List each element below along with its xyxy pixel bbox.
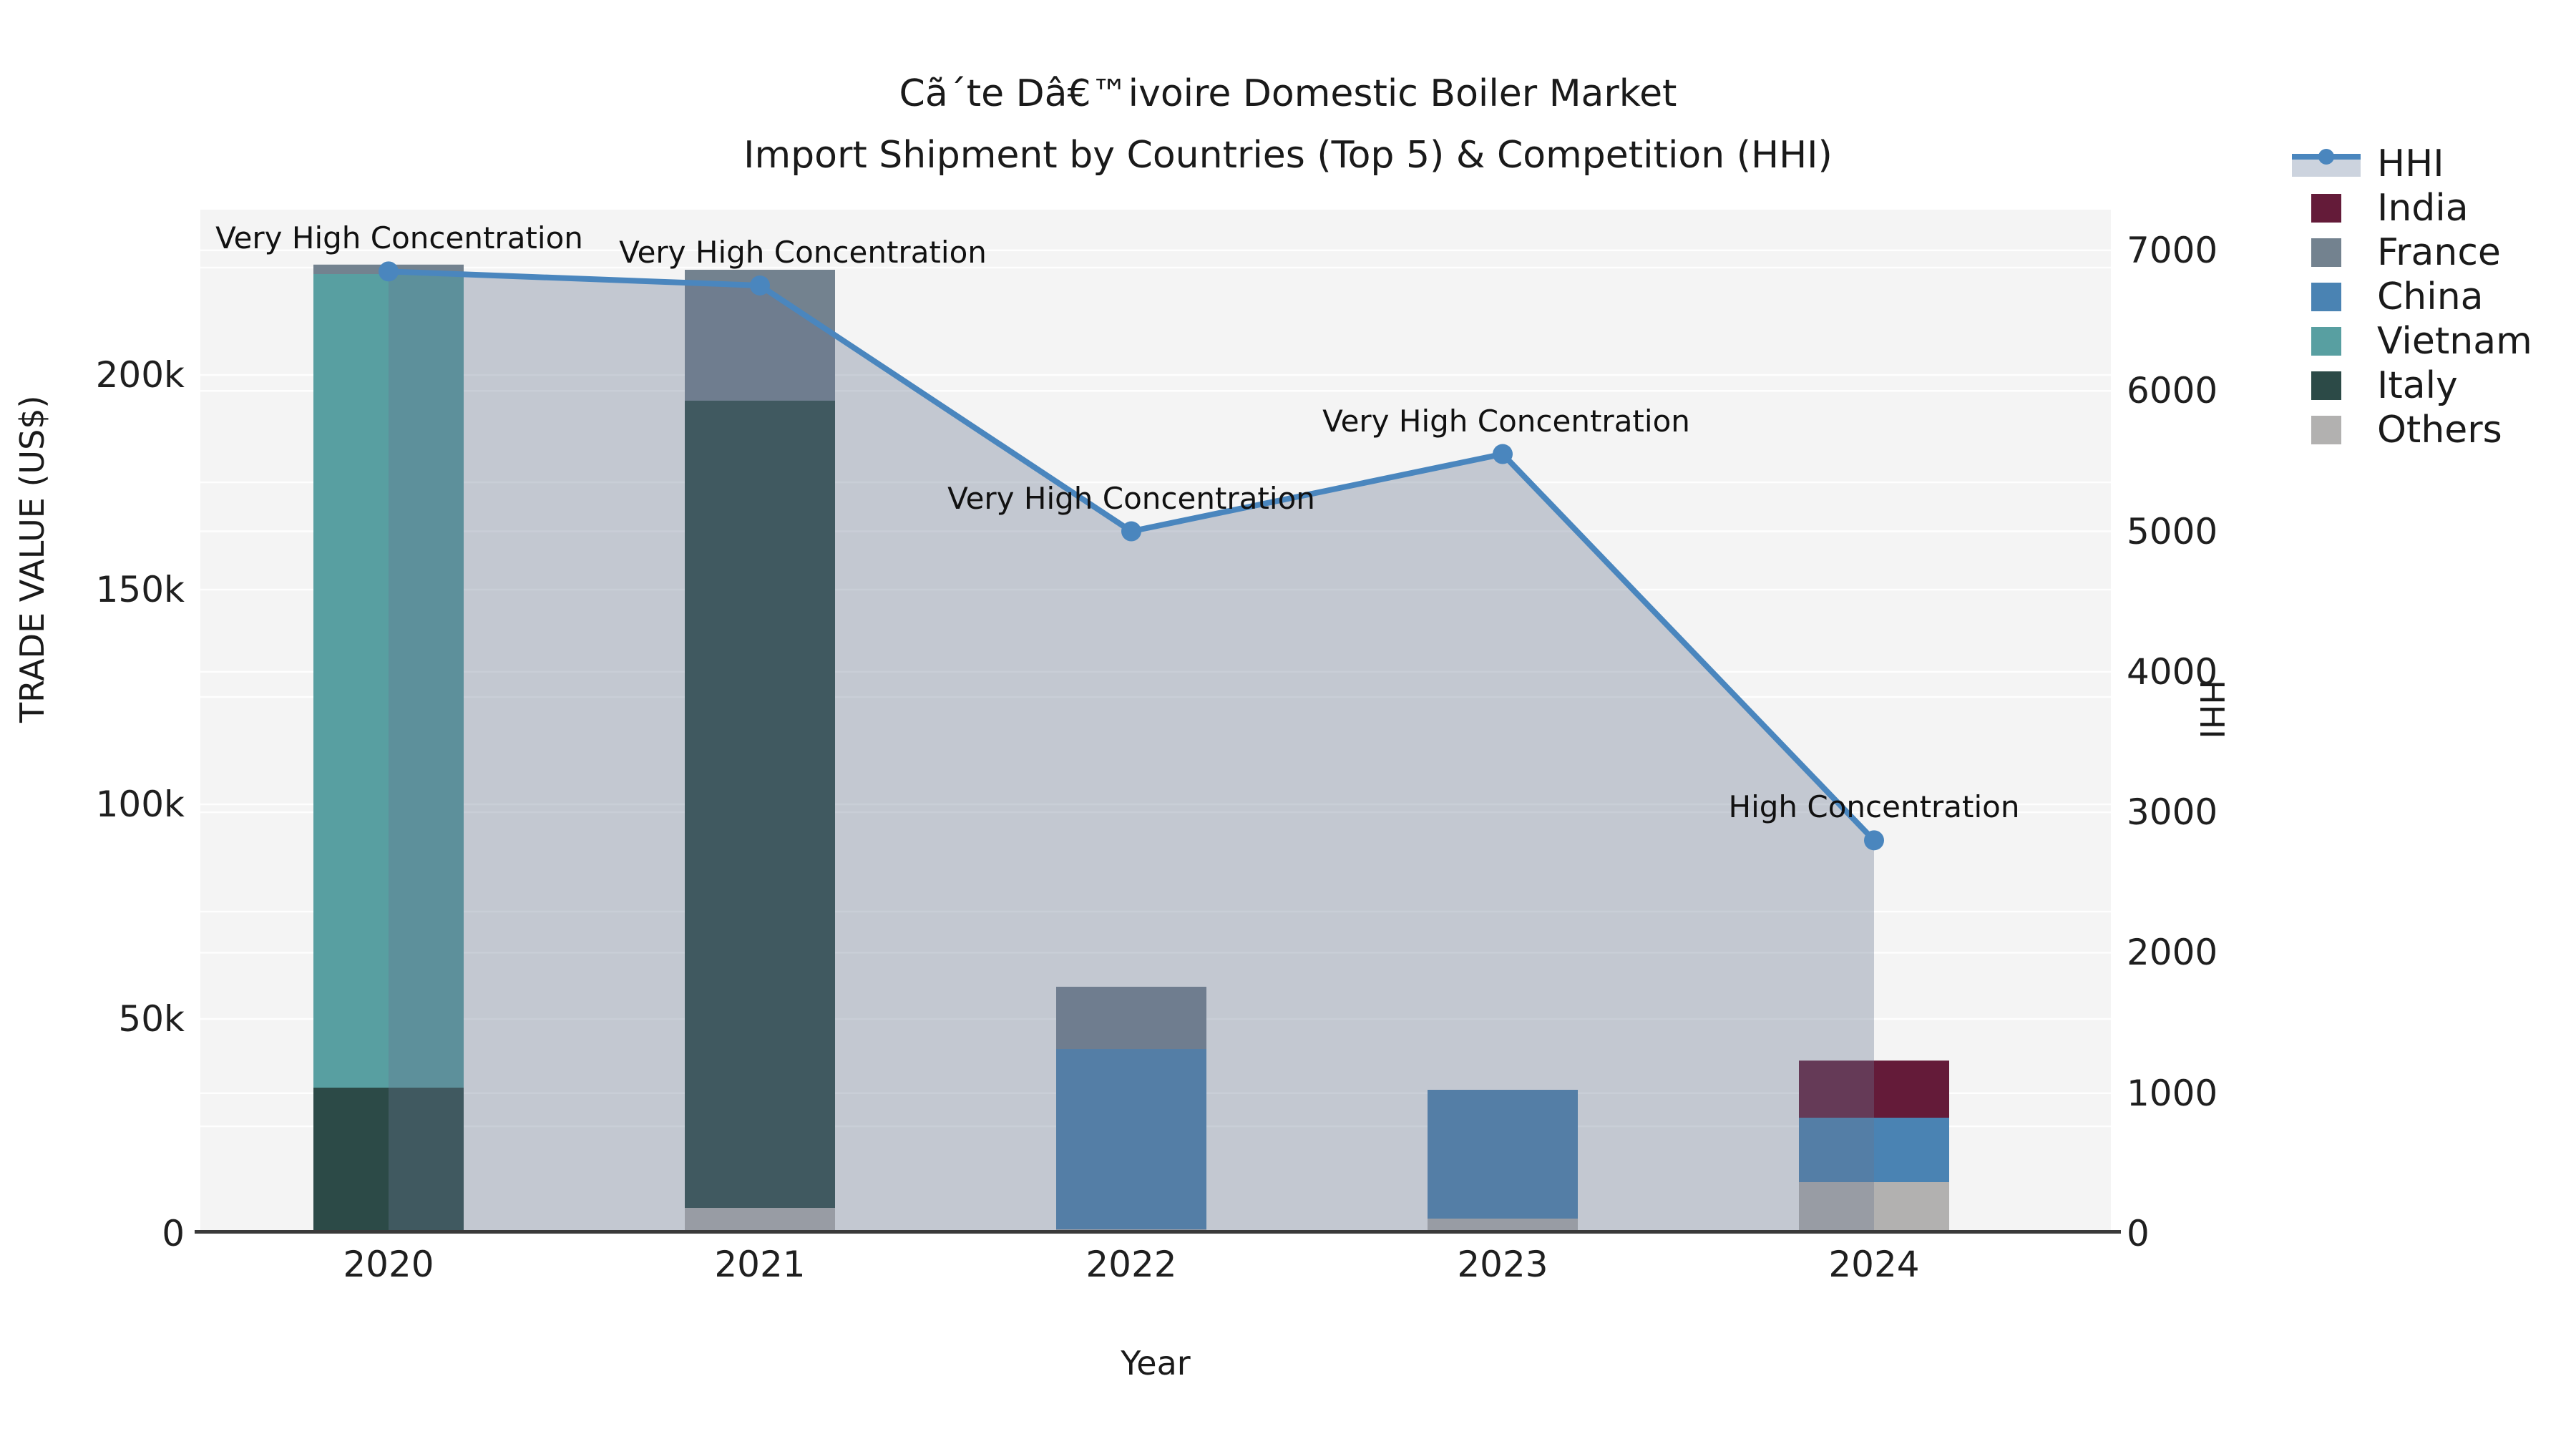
right-axis-tick: 6000: [2127, 370, 2218, 412]
hhi-marker-2023: [1493, 444, 1513, 464]
left-axis-tick: 100k: [95, 784, 185, 825]
chart-title: Cã´te Dâ€™ivoire Domestic Boiler Market …: [0, 63, 2576, 186]
hhi-annotation-2021: Very High Concentration: [619, 235, 987, 270]
right-axis-tick: 4000: [2127, 650, 2218, 693]
hhi-annotation-2023: Very High Concentration: [1322, 403, 1690, 439]
hhi-marker-2021: [750, 275, 770, 296]
right-axis-tick: 3000: [2127, 791, 2218, 834]
legend-label: Italy: [2377, 364, 2458, 407]
bar-segment-vietnam-2020: [313, 274, 464, 1088]
italy-swatch: [2311, 371, 2341, 400]
y-axis-label-left: TRADE VALUE (US$): [13, 395, 52, 723]
bar-segment-china-2023: [1428, 1090, 1578, 1219]
legend-label: Vietnam: [2377, 320, 2532, 363]
legend-item-china: China: [2284, 275, 2532, 319]
left-axis-tick: 150k: [95, 569, 185, 610]
india-swatch: [2311, 194, 2341, 223]
hhi-marker-2022: [1121, 521, 1141, 542]
hhi-legend-glyph: [2284, 148, 2368, 180]
bar-segment-others-2021: [685, 1208, 835, 1234]
legend-label: India: [2377, 187, 2469, 230]
bar-segment-others-2024: [1799, 1182, 1949, 1234]
right-axis-tick: 7000: [2127, 229, 2218, 271]
china-swatch: [2311, 283, 2341, 311]
hhi-annotation-2020: Very High Concentration: [215, 220, 583, 256]
right-axis-tick: 1000: [2127, 1072, 2218, 1114]
x-axis-tick: 2020: [343, 1244, 434, 1285]
right-axis-tick: 0: [2127, 1213, 2150, 1254]
x-axis-tick: 2024: [1828, 1244, 1920, 1285]
bar-segment-italy-2021: [685, 401, 835, 1208]
right-axis-tick: 5000: [2127, 510, 2218, 552]
chart-title-line1: Cã´te Dâ€™ivoire Domestic Boiler Market: [899, 72, 1677, 115]
legend-item-hhi: HHI: [2284, 142, 2532, 186]
plot-area: [195, 210, 2121, 1234]
right-axis-tick: 2000: [2127, 932, 2218, 974]
legend-label: China: [2377, 275, 2484, 318]
chart-svg: [195, 249, 2121, 1234]
bar-segment-italy-2020: [313, 1088, 464, 1234]
hhi-marker-swatch: [2318, 149, 2334, 165]
x-axis-tick: 2022: [1085, 1244, 1177, 1285]
hhi-annotation-2024: High Concentration: [1728, 789, 2020, 825]
left-axis-tick: 200k: [95, 354, 185, 396]
bar-segment-india-2024: [1799, 1060, 1949, 1118]
legend-label: HHI: [2377, 142, 2444, 185]
hhi-marker-2020: [379, 261, 399, 282]
legend-item-vietnam: Vietnam: [2284, 319, 2532, 364]
hhi-area-fill: [389, 271, 1874, 1234]
bar-segment-france-2022: [1056, 987, 1206, 1049]
legend: HHI India France China Vietnam Italy Oth…: [2284, 142, 2532, 452]
x-axis-tick: 2023: [1457, 1244, 1548, 1285]
left-axis-tick: 0: [162, 1213, 185, 1254]
bar-segment-others-2023: [1428, 1219, 1578, 1234]
bar-segment-china-2022: [1056, 1049, 1206, 1229]
legend-item-italy: Italy: [2284, 364, 2532, 408]
x-axis-tick: 2021: [714, 1244, 806, 1285]
legend-item-france: France: [2284, 230, 2532, 275]
legend-item-others: Others: [2284, 408, 2532, 452]
legend-item-india: India: [2284, 186, 2532, 230]
legend-label: Others: [2377, 409, 2502, 452]
hhi-annotation-2022: Very High Concentration: [947, 480, 1315, 516]
legend-label: France: [2377, 231, 2501, 274]
x-axis-label: Year: [1121, 1344, 1191, 1382]
left-axis-tick: 50k: [118, 998, 185, 1040]
chart-title-line2: Import Shipment by Countries (Top 5) & C…: [743, 134, 1833, 177]
bar-segment-china-2024: [1799, 1118, 1949, 1182]
vietnam-swatch: [2311, 327, 2341, 356]
hhi-marker-2024: [1864, 830, 1884, 851]
france-swatch: [2311, 238, 2341, 267]
others-swatch: [2311, 416, 2341, 444]
